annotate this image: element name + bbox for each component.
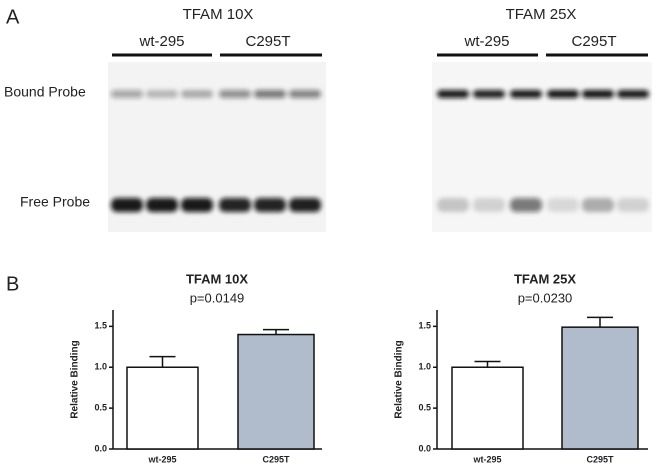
bar bbox=[237, 333, 315, 450]
band bbox=[254, 198, 286, 212]
band bbox=[437, 198, 469, 212]
y-axis-label: Relative Binding bbox=[394, 340, 405, 418]
band bbox=[219, 198, 251, 212]
row-label: Free Probe bbox=[20, 194, 90, 210]
bar bbox=[451, 366, 524, 450]
x-tick-label: C295T bbox=[262, 454, 290, 464]
chart-title: TFAM 10X bbox=[186, 271, 248, 286]
group-label: C295T bbox=[571, 33, 616, 50]
chart-subtitle: p=0.0149 bbox=[190, 290, 245, 305]
band bbox=[437, 90, 469, 98]
row-label: Bound Probe bbox=[4, 84, 86, 100]
gel-title: TFAM 25X bbox=[506, 6, 577, 23]
chart-title: TFAM 25X bbox=[514, 271, 576, 286]
y-axis-label: Relative Binding bbox=[70, 340, 81, 418]
group-label: wt-295 bbox=[463, 33, 509, 50]
band bbox=[219, 90, 251, 98]
band bbox=[617, 198, 649, 212]
y-tick-label: 1.0 bbox=[94, 362, 107, 372]
gel-bands bbox=[111, 90, 649, 212]
y-tick-label: 0.0 bbox=[94, 443, 107, 453]
panel-label: A bbox=[6, 6, 20, 28]
x-tick-label: wt-295 bbox=[472, 454, 501, 464]
y-tick-label: 0.5 bbox=[94, 402, 107, 412]
band bbox=[146, 90, 178, 98]
y-tick-label: 1.0 bbox=[418, 362, 431, 372]
chart-subtitle: p=0.0230 bbox=[518, 290, 573, 305]
band bbox=[289, 198, 321, 212]
gel-title: TFAM 10X bbox=[183, 6, 254, 23]
band bbox=[510, 198, 542, 212]
x-tick-label: wt-295 bbox=[147, 454, 176, 464]
band bbox=[617, 90, 649, 98]
band bbox=[582, 198, 614, 212]
y-tick-label: 0.0 bbox=[418, 443, 431, 453]
y-tick-label: 1.5 bbox=[418, 321, 431, 331]
band bbox=[547, 90, 579, 98]
bar bbox=[561, 326, 639, 450]
band bbox=[289, 90, 321, 98]
band bbox=[111, 90, 143, 98]
y-tick-label: 0.5 bbox=[418, 402, 431, 412]
band bbox=[254, 90, 286, 98]
band bbox=[473, 90, 505, 98]
band bbox=[510, 90, 542, 98]
band bbox=[547, 198, 579, 212]
band bbox=[146, 198, 178, 212]
band bbox=[181, 90, 213, 98]
band bbox=[582, 90, 614, 98]
y-tick-label: 1.5 bbox=[94, 321, 107, 331]
band bbox=[473, 198, 505, 212]
group-label: wt-295 bbox=[138, 33, 184, 50]
x-tick-label: C295T bbox=[586, 454, 614, 464]
band bbox=[111, 198, 143, 212]
group-label: C295T bbox=[245, 33, 290, 50]
bar bbox=[126, 366, 199, 450]
panel-label: B bbox=[6, 273, 19, 295]
band bbox=[181, 198, 213, 212]
